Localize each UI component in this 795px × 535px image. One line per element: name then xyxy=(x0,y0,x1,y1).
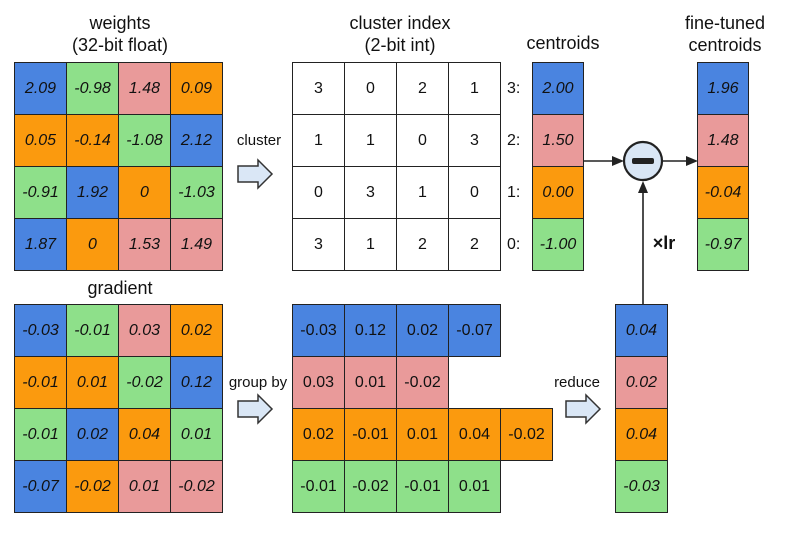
cluster-index-cell: 3 xyxy=(292,218,345,271)
gradient-cell: 0.04 xyxy=(118,408,171,461)
grouped-gradient-cell: 0.02 xyxy=(396,304,449,357)
grouped-gradient-cell: 0.02 xyxy=(292,408,345,461)
reduce-arrow-icon xyxy=(565,393,602,425)
grouped-gradient-cell: 0.04 xyxy=(448,408,501,461)
gradient-cell: -0.02 xyxy=(118,356,171,409)
gradient-cell: -0.02 xyxy=(66,460,119,513)
cluster-index-title: cluster index xyxy=(349,13,451,33)
grouped-gradient-cell: 0.03 xyxy=(292,356,345,409)
grouped-gradient-cell: 0.01 xyxy=(396,408,449,461)
gradient-title: gradient xyxy=(87,278,153,298)
gradient-cell: 0.01 xyxy=(118,460,171,513)
grouped-gradient-cell: -0.01 xyxy=(292,460,345,513)
weight-cell: 1.87 xyxy=(14,218,67,271)
gradient-cell: 0.01 xyxy=(170,408,223,461)
weights-title: weights xyxy=(89,13,151,33)
grouped-gradient-cell: 0.01 xyxy=(344,356,397,409)
cluster-index-cell: 1 xyxy=(292,114,345,167)
reduce-label: reduce xyxy=(554,374,600,391)
fine-tuned-cell: 1.96 xyxy=(697,62,749,115)
cluster-index-cell: 0 xyxy=(292,166,345,219)
weight-cell: -1.08 xyxy=(118,114,171,167)
gradient-cell: 0.03 xyxy=(118,304,171,357)
centroid-index-label: 2: xyxy=(507,132,521,149)
centroids-title: centroids xyxy=(526,33,600,53)
cluster-arrow-icon xyxy=(237,158,274,190)
weight-cell: 0.05 xyxy=(14,114,67,167)
centroid-cell: 2.00 xyxy=(532,62,584,115)
weight-cell: 0.09 xyxy=(170,62,223,115)
gradient-cell: 0.01 xyxy=(66,356,119,409)
fine-tuned-cell: -0.97 xyxy=(697,218,749,271)
cluster-index-subtitle: (2-bit int) xyxy=(364,35,436,55)
group-by-label: group by xyxy=(228,374,288,391)
grouped-gradient-cell: -0.03 xyxy=(292,304,345,357)
weight-cell: 1.53 xyxy=(118,218,171,271)
grouped-gradient-cell: -0.02 xyxy=(344,460,397,513)
cluster-index-cell: 1 xyxy=(344,114,397,167)
centroid-index-label: 1: xyxy=(507,184,521,201)
fine-tuned-title-line2: centroids xyxy=(688,35,762,55)
cluster-label: cluster xyxy=(236,132,282,149)
grouped-gradient-cell: -0.07 xyxy=(448,304,501,357)
fine-tuned-title-line1: fine-tuned xyxy=(684,13,766,33)
cluster-index-cell: 1 xyxy=(396,166,449,219)
centroid-cell: -1.00 xyxy=(532,218,584,271)
reduced-gradient-cell: 0.04 xyxy=(615,408,668,461)
cluster-index-cell: 2 xyxy=(448,218,501,271)
weight-cell: 1.48 xyxy=(118,62,171,115)
cluster-index-cell: 3 xyxy=(448,114,501,167)
weight-cell: 0 xyxy=(66,218,119,271)
cluster-index-cell: 2 xyxy=(396,218,449,271)
weight-cell: 1.92 xyxy=(66,166,119,219)
grouped-gradient-cell: -0.01 xyxy=(344,408,397,461)
gradient-cell: -0.01 xyxy=(66,304,119,357)
group-by-arrow-icon xyxy=(237,393,274,425)
gradient-cell: -0.07 xyxy=(14,460,67,513)
cluster-index-cell: 1 xyxy=(344,218,397,271)
cluster-index-cell: 1 xyxy=(448,62,501,115)
grouped-gradient-cell: 0.01 xyxy=(448,460,501,513)
cluster-index-cell: 3 xyxy=(292,62,345,115)
weight-cell: 1.49 xyxy=(170,218,223,271)
weight-cell: 0 xyxy=(118,166,171,219)
cluster-index-cell: 0 xyxy=(344,62,397,115)
gradient-cell: 0.02 xyxy=(66,408,119,461)
weights-subtitle: (32-bit float) xyxy=(71,35,169,55)
grouped-gradient-cell: 0.12 xyxy=(344,304,397,357)
gradient-cell: -0.01 xyxy=(14,356,67,409)
weight-cell: -0.98 xyxy=(66,62,119,115)
gradient-cell: -0.02 xyxy=(170,460,223,513)
weight-cell: 2.12 xyxy=(170,114,223,167)
weight-cell: -0.14 xyxy=(66,114,119,167)
centroid-index-label: 0: xyxy=(507,236,521,253)
grouped-gradient-cell: -0.02 xyxy=(500,408,553,461)
reduced-gradient-cell: -0.03 xyxy=(615,460,668,513)
reduced-gradient-cell: 0.04 xyxy=(615,304,668,357)
centroid-index-label: 3: xyxy=(507,80,521,97)
grouped-gradient-cell: -0.02 xyxy=(396,356,449,409)
gradient-cell: -0.03 xyxy=(14,304,67,357)
fine-tuned-cell: -0.04 xyxy=(697,166,749,219)
reduced-gradient-cell: 0.02 xyxy=(615,356,668,409)
weight-cell: -1.03 xyxy=(170,166,223,219)
grouped-gradient-cell: -0.01 xyxy=(396,460,449,513)
cluster-index-cell: 0 xyxy=(448,166,501,219)
centroid-cell: 1.50 xyxy=(532,114,584,167)
lr-label: ×lr xyxy=(652,233,676,253)
fine-tuned-cell: 1.48 xyxy=(697,114,749,167)
gradient-cell: -0.01 xyxy=(14,408,67,461)
cluster-index-cell: 3 xyxy=(344,166,397,219)
centroid-cell: 0.00 xyxy=(532,166,584,219)
cluster-index-cell: 0 xyxy=(396,114,449,167)
weight-cell: 2.09 xyxy=(14,62,67,115)
weight-cell: -0.91 xyxy=(14,166,67,219)
gradient-cell: 0.12 xyxy=(170,356,223,409)
gradient-cell: 0.02 xyxy=(170,304,223,357)
cluster-index-cell: 2 xyxy=(396,62,449,115)
